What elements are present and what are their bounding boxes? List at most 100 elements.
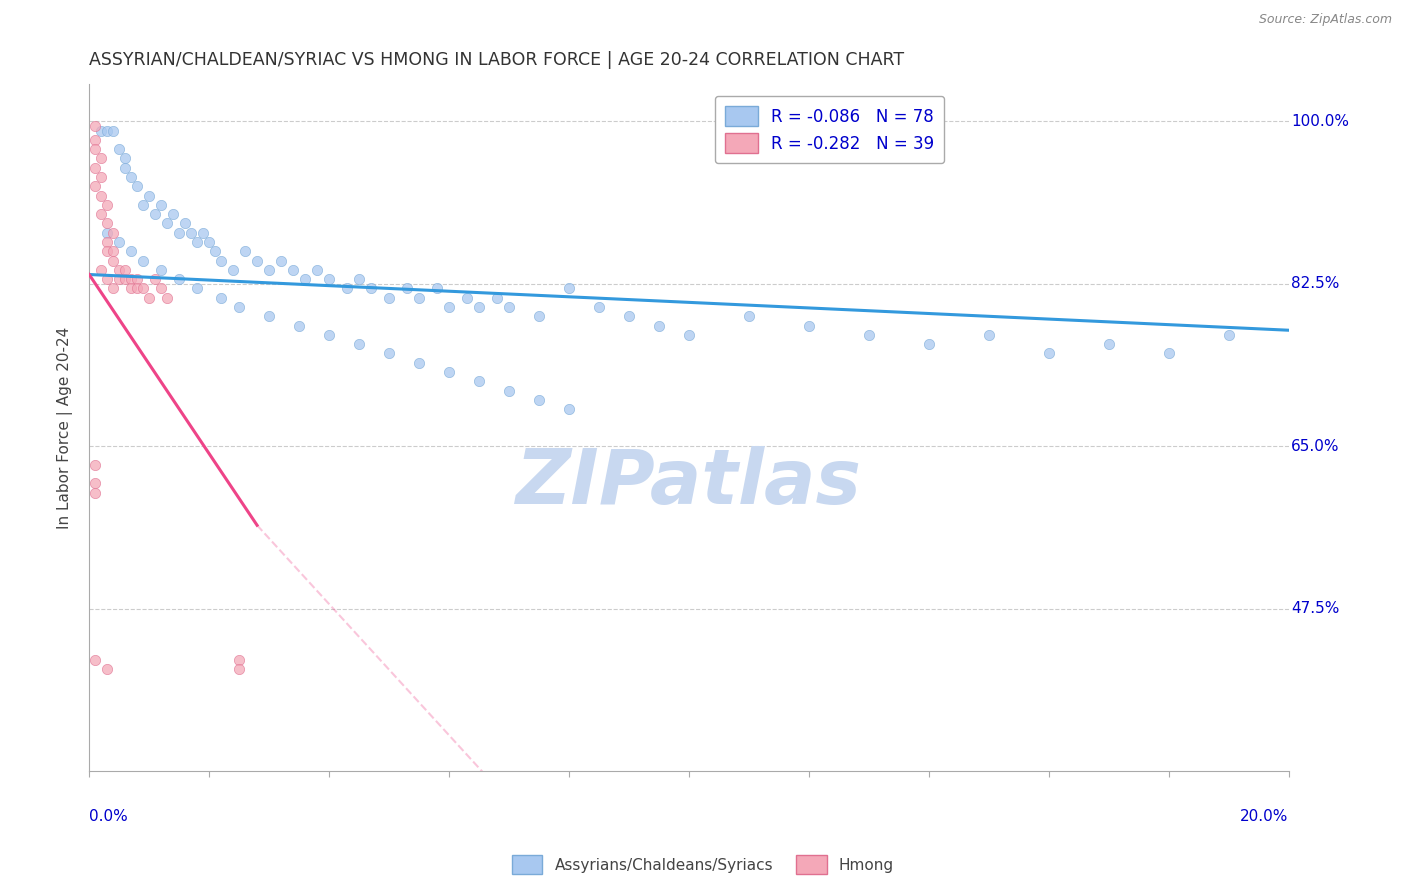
- Point: [360, 281, 382, 295]
- Point: [96, 244, 118, 259]
- Point: [156, 216, 179, 230]
- Point: [90, 152, 112, 166]
- Point: [186, 235, 208, 249]
- Point: [90, 188, 112, 202]
- Legend: Assyrians/Chaldeans/Syriacs, Hmong: Assyrians/Chaldeans/Syriacs, Hmong: [506, 849, 900, 880]
- Point: [426, 281, 449, 295]
- Point: [1218, 327, 1240, 342]
- Point: [96, 216, 118, 230]
- Point: [485, 291, 508, 305]
- Point: [558, 402, 581, 417]
- Point: [558, 281, 581, 295]
- Point: [96, 226, 118, 240]
- Point: [162, 207, 184, 221]
- Point: [336, 281, 359, 295]
- Text: 100.0%: 100.0%: [1291, 114, 1348, 128]
- Point: [101, 253, 124, 268]
- Point: [132, 281, 155, 295]
- Point: [167, 272, 190, 286]
- Point: [186, 281, 208, 295]
- Point: [281, 263, 304, 277]
- Point: [101, 281, 124, 295]
- Point: [138, 188, 160, 202]
- Text: 82.5%: 82.5%: [1291, 277, 1340, 292]
- Point: [288, 318, 311, 333]
- Point: [127, 272, 149, 286]
- Point: [101, 123, 124, 137]
- Point: [797, 318, 820, 333]
- Point: [84, 653, 107, 667]
- Point: [408, 356, 430, 370]
- Point: [167, 226, 190, 240]
- Point: [120, 244, 142, 259]
- Point: [378, 346, 401, 360]
- Point: [318, 272, 340, 286]
- Point: [101, 226, 124, 240]
- Point: [84, 119, 107, 133]
- Point: [120, 169, 142, 184]
- Point: [468, 374, 491, 388]
- Point: [180, 226, 202, 240]
- Point: [228, 300, 250, 314]
- Point: [1038, 346, 1060, 360]
- Point: [84, 179, 107, 194]
- Point: [84, 458, 107, 472]
- Text: 47.5%: 47.5%: [1291, 601, 1340, 616]
- Point: [257, 310, 280, 324]
- Point: [228, 653, 250, 667]
- Text: 65.0%: 65.0%: [1291, 439, 1340, 454]
- Point: [114, 272, 136, 286]
- Point: [90, 263, 112, 277]
- Point: [96, 235, 118, 249]
- Text: ZIPatlas: ZIPatlas: [516, 446, 862, 520]
- Legend: R = -0.086   N = 78, R = -0.282   N = 39: R = -0.086 N = 78, R = -0.282 N = 39: [714, 96, 945, 163]
- Point: [918, 337, 941, 351]
- Point: [209, 253, 232, 268]
- Point: [257, 263, 280, 277]
- Point: [408, 291, 430, 305]
- Point: [132, 253, 155, 268]
- Point: [456, 291, 478, 305]
- Point: [127, 179, 149, 194]
- Point: [527, 392, 550, 407]
- Point: [395, 281, 418, 295]
- Text: Source: ZipAtlas.com: Source: ZipAtlas.com: [1258, 13, 1392, 27]
- Point: [84, 485, 107, 500]
- Point: [127, 281, 149, 295]
- Point: [150, 263, 173, 277]
- Point: [198, 235, 221, 249]
- Point: [246, 253, 269, 268]
- Point: [150, 198, 173, 212]
- Point: [228, 662, 250, 676]
- Point: [1157, 346, 1180, 360]
- Point: [209, 291, 232, 305]
- Point: [468, 300, 491, 314]
- Point: [270, 253, 292, 268]
- Point: [143, 207, 166, 221]
- Point: [617, 310, 640, 324]
- Point: [90, 169, 112, 184]
- Point: [138, 291, 160, 305]
- Point: [738, 310, 761, 324]
- Point: [498, 300, 520, 314]
- Point: [437, 300, 460, 314]
- Point: [90, 207, 112, 221]
- Point: [84, 476, 107, 491]
- Point: [347, 272, 370, 286]
- Point: [96, 662, 118, 676]
- Point: [101, 244, 124, 259]
- Point: [132, 198, 155, 212]
- Point: [108, 263, 131, 277]
- Point: [294, 272, 316, 286]
- Point: [498, 384, 520, 398]
- Point: [90, 123, 112, 137]
- Point: [96, 123, 118, 137]
- Point: [204, 244, 226, 259]
- Point: [437, 365, 460, 379]
- Point: [84, 133, 107, 147]
- Point: [233, 244, 256, 259]
- Point: [84, 161, 107, 175]
- Point: [222, 263, 245, 277]
- Point: [347, 337, 370, 351]
- Point: [96, 272, 118, 286]
